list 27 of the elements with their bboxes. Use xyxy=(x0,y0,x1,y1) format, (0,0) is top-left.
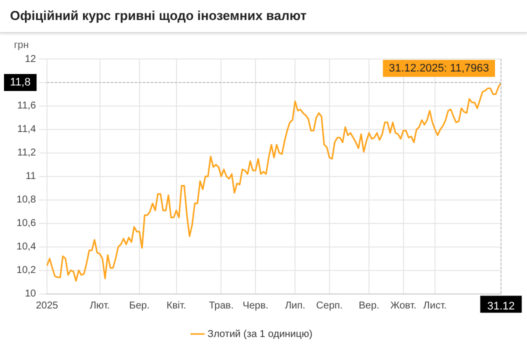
x-tick-label: Трав. xyxy=(208,300,234,312)
y-tick-label: 12 xyxy=(24,54,36,65)
legend-label: Злотий (за 1 одиницю) xyxy=(208,328,312,340)
x-tick-label: Серп. xyxy=(316,300,343,312)
x-tick-label: Лют. xyxy=(90,300,110,312)
ref-line-label: 11,8 xyxy=(10,76,31,89)
x-tick-label: Квіт. xyxy=(166,300,186,312)
y-tick-label: 11,2 xyxy=(17,148,36,159)
y-tick-label: 10,2 xyxy=(16,265,36,276)
y-tick-label: 11 xyxy=(26,171,36,182)
y-tick-label: 10,4 xyxy=(16,242,36,253)
x-tick-label: Вер. xyxy=(358,300,380,312)
annotation: 31.12.2025: 11,7963 xyxy=(388,62,490,74)
x-tick-label: Жовт. xyxy=(390,300,416,312)
chart-title: Офіційний курс гривні щодо іноземних валют xyxy=(0,0,527,33)
x-tick-label: Черв. xyxy=(242,300,268,312)
y-tick-label: 10 xyxy=(24,288,36,300)
y-tick-label: 11,6 xyxy=(17,100,36,112)
y-axis-title: грн xyxy=(14,40,29,51)
y-tick-label: 10,6 xyxy=(16,218,36,230)
x-tick-label: 2025 xyxy=(36,300,59,312)
y-tick-label: 11,4 xyxy=(17,124,36,136)
x-tick-label: 31.12 xyxy=(487,300,515,312)
y-tick-label: 10,8 xyxy=(16,194,36,206)
x-tick-label: Бер. xyxy=(129,300,150,312)
x-tick-label: Лип. xyxy=(284,300,306,312)
x-tick-label: Лист. xyxy=(423,300,447,312)
